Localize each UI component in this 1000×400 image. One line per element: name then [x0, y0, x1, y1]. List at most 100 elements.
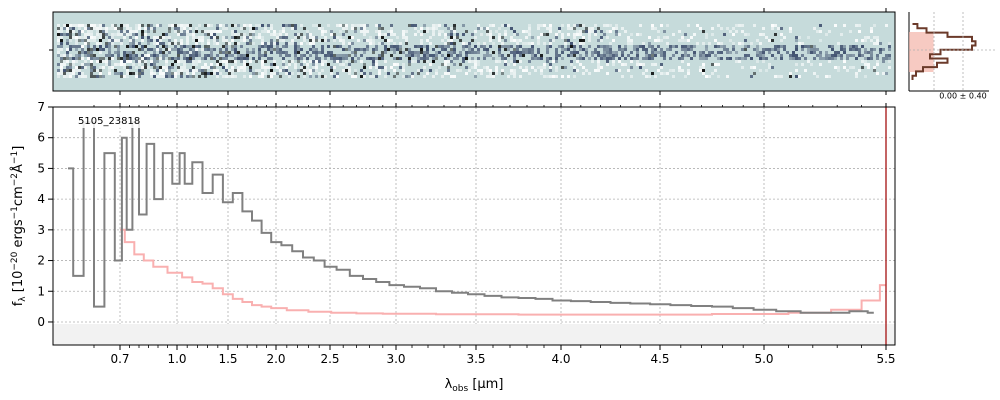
heatmap-pixel	[600, 54, 603, 57]
heatmap-pixel	[246, 24, 249, 27]
heatmap-pixel	[366, 39, 369, 42]
y-tick-label: 5	[37, 161, 45, 175]
heatmap-pixel	[684, 33, 687, 36]
heatmap-pixel	[183, 66, 186, 69]
heatmap-pixel	[180, 30, 183, 33]
heatmap-pixel	[792, 51, 795, 54]
heatmap-pixel	[387, 33, 390, 36]
heatmap-pixel	[528, 51, 531, 54]
heatmap-pixel	[711, 72, 714, 75]
heatmap-pixel	[99, 51, 102, 54]
heatmap-pixel	[348, 45, 351, 48]
heatmap-pixel	[126, 24, 129, 27]
heatmap-pixel	[291, 42, 294, 45]
heatmap-pixel	[888, 48, 891, 51]
heatmap-pixel	[150, 63, 153, 66]
heatmap-pixel	[819, 51, 822, 54]
heatmap-pixel	[618, 57, 621, 60]
heatmap-pixel	[681, 69, 684, 72]
heatmap-pixel	[669, 48, 672, 51]
heatmap-pixel	[801, 48, 804, 51]
heatmap-pixel	[528, 30, 531, 33]
heatmap-pixel	[519, 39, 522, 42]
heatmap-pixel	[210, 48, 213, 51]
heatmap-pixel	[165, 36, 168, 39]
heatmap-pixel	[258, 51, 261, 54]
heatmap-pixel	[528, 33, 531, 36]
heatmap-pixel	[711, 33, 714, 36]
heatmap-pixel	[513, 75, 516, 78]
heatmap-pixel	[636, 48, 639, 51]
heatmap-pixel	[678, 66, 681, 69]
heatmap-pixel	[78, 57, 81, 60]
heatmap-pixel	[198, 45, 201, 48]
heatmap-pixel	[585, 27, 588, 30]
heatmap-pixel	[429, 69, 432, 72]
heatmap-pixel	[423, 57, 426, 60]
heatmap-pixel	[474, 72, 477, 75]
profile-model-fill	[909, 32, 934, 72]
heatmap-pixel	[315, 24, 318, 27]
heatmap-pixel	[702, 54, 705, 57]
target-annotation: 5105_23818	[78, 116, 140, 127]
heatmap-pixel	[621, 75, 624, 78]
heatmap-pixel	[111, 54, 114, 57]
heatmap-pixel	[309, 48, 312, 51]
heatmap-pixel	[90, 27, 93, 30]
heatmap-pixel	[678, 57, 681, 60]
heatmap-pixel	[192, 69, 195, 72]
heatmap-pixel	[705, 45, 708, 48]
heatmap-pixel	[795, 39, 798, 42]
heatmap-pixel	[243, 69, 246, 72]
heatmap-pixel	[645, 69, 648, 72]
heatmap-pixel	[315, 48, 318, 51]
heatmap-pixel	[405, 75, 408, 78]
heatmap-pixel	[303, 69, 306, 72]
heatmap-pixel	[798, 42, 801, 45]
heatmap-pixel	[174, 30, 177, 33]
heatmap-pixel	[417, 60, 420, 63]
heatmap-pixel	[102, 60, 105, 63]
heatmap-pixel	[168, 27, 171, 30]
heatmap-pixel	[813, 51, 816, 54]
heatmap-pixel	[180, 27, 183, 30]
heatmap-pixel	[258, 54, 261, 57]
heatmap-pixel	[222, 57, 225, 60]
heatmap-pixel	[87, 51, 90, 54]
heatmap-pixel	[597, 69, 600, 72]
heatmap-pixel	[573, 36, 576, 39]
heatmap-pixel	[549, 24, 552, 27]
heatmap-pixel	[369, 36, 372, 39]
heatmap-pixel	[453, 27, 456, 30]
heatmap-pixel	[738, 24, 741, 27]
heatmap-pixel	[801, 45, 804, 48]
heatmap-pixel	[96, 60, 99, 63]
heatmap-pixel	[75, 45, 78, 48]
heatmap-pixel	[141, 57, 144, 60]
heatmap-pixel	[510, 69, 513, 72]
model-series-line	[120, 228, 886, 316]
heatmap-pixel	[441, 39, 444, 42]
heatmap-pixel	[597, 60, 600, 63]
heatmap-pixel	[195, 27, 198, 30]
heatmap-pixel	[369, 42, 372, 45]
heatmap-pixel	[414, 27, 417, 30]
heatmap-pixel	[189, 75, 192, 78]
heatmap-pixel	[315, 57, 318, 60]
heatmap-pixel	[234, 42, 237, 45]
heatmap-pixel	[183, 54, 186, 57]
heatmap-pixel	[198, 54, 201, 57]
heatmap-pixel	[576, 51, 579, 54]
heatmap-pixel	[378, 72, 381, 75]
heatmap-pixel	[522, 30, 525, 33]
heatmap-pixel	[591, 54, 594, 57]
heatmap-pixel	[129, 45, 132, 48]
heatmap-pixel	[876, 63, 879, 66]
heatmap-pixel	[219, 24, 222, 27]
heatmap-pixel	[213, 57, 216, 60]
heatmap-pixel	[288, 72, 291, 75]
heatmap-pixel	[684, 39, 687, 42]
heatmap-pixel	[123, 75, 126, 78]
heatmap-pixel	[90, 72, 93, 75]
heatmap-pixel	[162, 51, 165, 54]
